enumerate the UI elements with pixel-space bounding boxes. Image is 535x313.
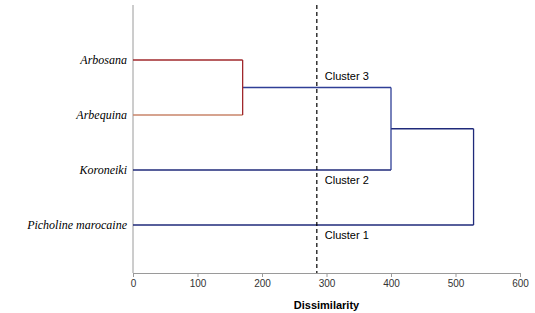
leaf-label: Arbosana — [79, 53, 127, 67]
x-tick-mark — [262, 273, 263, 277]
x-tick-label: 600 — [512, 278, 529, 289]
x-tick-label: 100 — [190, 278, 207, 289]
x-axis-title: Dissimilarity — [294, 299, 360, 311]
x-tick-mark — [520, 273, 521, 277]
x-tick-label: 400 — [383, 278, 400, 289]
x-tick: 200 — [254, 273, 271, 289]
x-tick-mark — [133, 273, 134, 277]
x-tick: 400 — [383, 273, 400, 289]
branch — [133, 224, 474, 225]
cluster-label: Cluster 3 — [325, 70, 369, 82]
x-tick-label: 200 — [254, 278, 271, 289]
x-tick: 100 — [190, 273, 207, 289]
x-axis: 0 100 200 300 400 500 600 — [131, 273, 530, 289]
leaf-label: Koroneiki — [78, 163, 127, 177]
dendrogram-branches — [133, 5, 474, 273]
merge-link — [473, 129, 474, 225]
branch — [391, 128, 474, 129]
cluster-label: Cluster 1 — [325, 229, 369, 241]
chart: 0 100 200 300 400 500 600 Arbosana Arbequina Koro… — [0, 0, 535, 313]
x-tick: 300 — [319, 273, 336, 289]
x-tick-mark — [198, 273, 199, 277]
cluster-label: Cluster 2 — [325, 174, 369, 186]
x-tick-mark — [391, 273, 392, 277]
x-axis-line — [134, 274, 521, 278]
leaf-label: Picholine marocaine — [26, 218, 128, 232]
branch — [133, 169, 391, 170]
leaf-label: Arbequina — [75, 108, 127, 122]
x-tick-label: 300 — [319, 278, 336, 289]
branch — [243, 87, 391, 88]
branch — [133, 114, 243, 115]
x-tick-mark — [456, 273, 457, 277]
plot-area: 0 100 200 300 400 500 600 Arbosana Arbequina Koro… — [26, 5, 529, 289]
x-tick-mark — [327, 273, 328, 277]
merge-link — [242, 60, 243, 115]
x-tick: 500 — [448, 273, 465, 289]
x-tick: 600 — [512, 273, 529, 289]
y-axis-line — [133, 5, 134, 273]
branch — [133, 59, 243, 60]
x-tick: 0 — [131, 273, 137, 289]
x-tick-label: 0 — [131, 278, 137, 289]
merge-link — [390, 88, 391, 171]
x-tick-label: 500 — [448, 278, 465, 289]
cut-line — [316, 5, 317, 273]
